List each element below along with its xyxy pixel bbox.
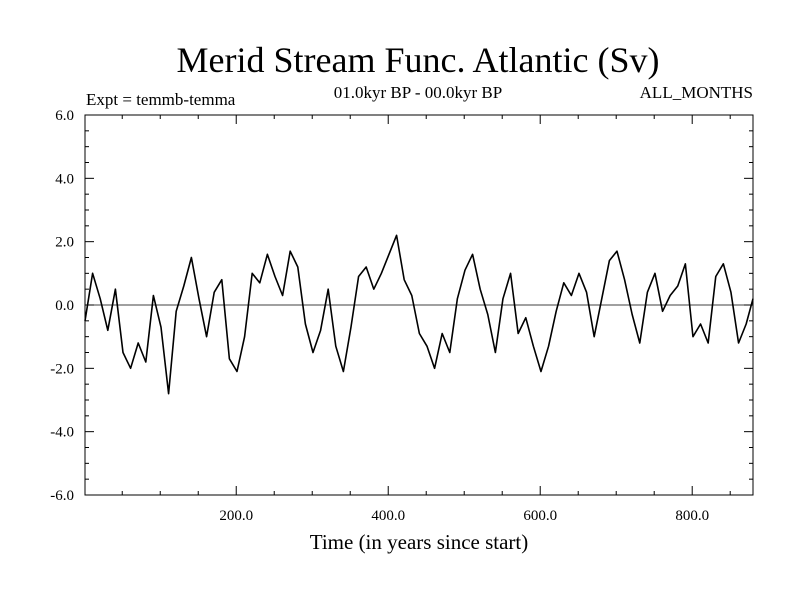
plot-area: 6.0 4.0 2.0 0.0 -2.0 -4.0 -6.0 200.0 400.0 600.0 8… (50, 108, 754, 524)
y-tick-label: 4.0 (55, 171, 74, 187)
x-tick-label: 600.0 (523, 508, 557, 524)
subtitle-left: Expt = temmb-temma (86, 90, 236, 109)
x-tick-label: 800.0 (675, 508, 709, 524)
y-tick-label: -4.0 (50, 425, 74, 441)
chart-title: Merid Stream Func. Atlantic (Sv) (177, 40, 660, 80)
y-tick-label: 2.0 (55, 235, 74, 251)
x-axis-label: Time (in years since start) (310, 530, 529, 554)
x-tick-label: 400.0 (371, 508, 405, 524)
series-line (84, 234, 754, 395)
y-tick-label: 6.0 (55, 108, 74, 124)
x-tick-label: 200.0 (219, 508, 253, 524)
subtitle-center: 01.0kyr BP - 00.0kyr BP (334, 83, 502, 102)
subtitle-right: ALL_MONTHS (640, 83, 753, 102)
y-tick-label: 0.0 (55, 298, 74, 314)
y-tick-label: -6.0 (50, 488, 74, 504)
y-tick-label: -2.0 (50, 361, 74, 377)
